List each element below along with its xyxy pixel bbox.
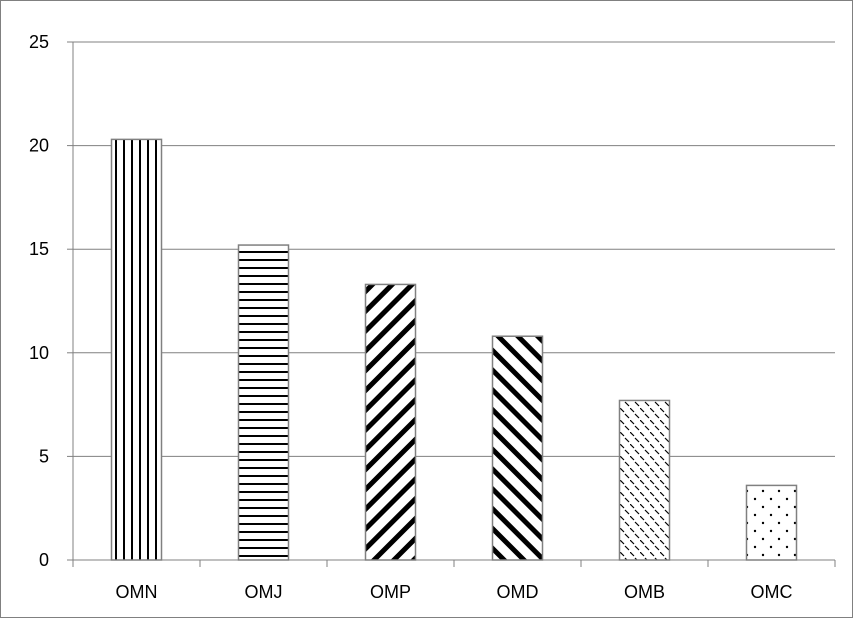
- y-tick-label-5: 5: [39, 446, 49, 466]
- bar-omp: [364, 283, 417, 561]
- x-tick-label-omc: OMC: [751, 582, 793, 602]
- x-tick-label-omn: OMN: [116, 582, 158, 602]
- bar-omb: [618, 399, 671, 561]
- y-tick-label-20: 20: [29, 136, 49, 156]
- bars: [110, 138, 798, 561]
- bar-omj: [237, 244, 290, 561]
- bar-omd: [491, 335, 544, 561]
- axes: [67, 41, 836, 567]
- y-tick-label-15: 15: [29, 239, 49, 259]
- x-tick-label-omp: OMP: [370, 582, 411, 602]
- y-tick-label-25: 25: [29, 32, 49, 52]
- bar-omn: [110, 138, 163, 561]
- x-tick-label-omd: OMD: [497, 582, 539, 602]
- bar-omc: [745, 484, 798, 561]
- x-tick-label-omj: OMJ: [245, 582, 283, 602]
- axis-labels: 0 5 10 15 20 25 OMN OMJ OMP OMD OMB OMC: [29, 32, 793, 602]
- x-tick-label-omb: OMB: [624, 582, 665, 602]
- gridlines: [73, 41, 835, 457]
- y-tick-label-10: 10: [29, 343, 49, 363]
- y-tick-label-0: 0: [39, 550, 49, 570]
